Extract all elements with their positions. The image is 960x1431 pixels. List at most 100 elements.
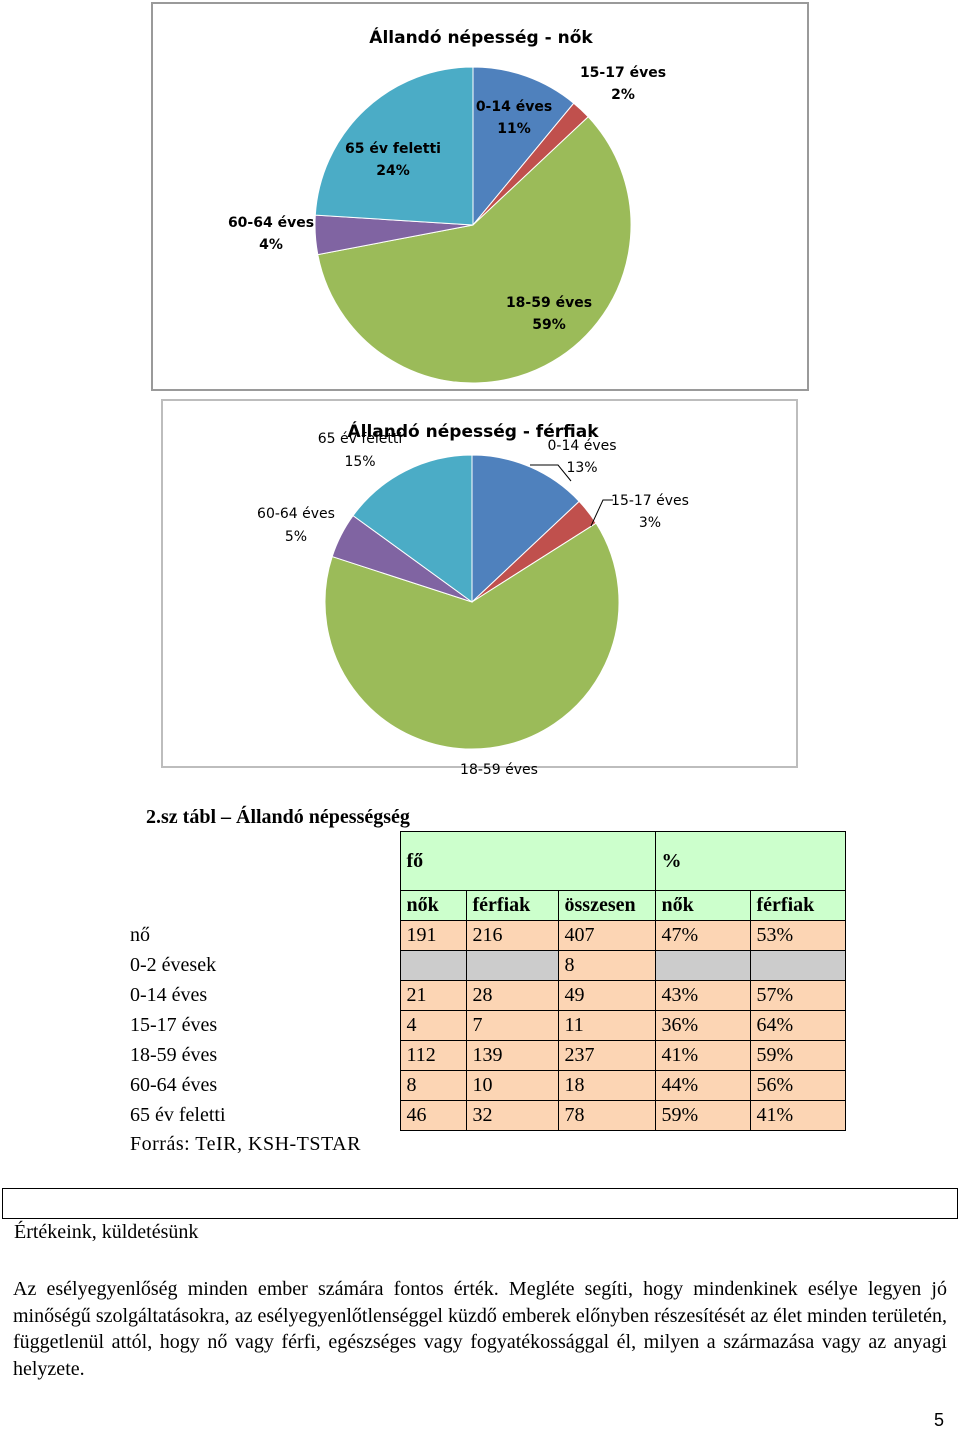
table-row: nő 191 216 407 47% 53% <box>124 920 846 951</box>
chart-men-pct-60-64: 5% <box>285 529 307 545</box>
chart-women: Állandó népesség - nők 0-14 éves 11% 15-… <box>228 26 666 384</box>
table-cell: 7 <box>465 1010 559 1041</box>
row-label: nő <box>130 924 150 946</box>
table-cell: 44% <box>654 1070 751 1101</box>
table-cell: 49 <box>557 980 656 1011</box>
table-cell: 8 <box>557 950 656 981</box>
chart-men-leader-15-17 <box>590 499 613 527</box>
table-header-row: nők férfiak összesen nők férfiak <box>124 890 846 921</box>
row-label: 15-17 éves <box>130 1014 218 1036</box>
chart-men-pct-0-14: 13% <box>566 460 597 476</box>
page-number: 5 <box>934 1410 945 1430</box>
chart-men-title: Állandó népesség - férfiak <box>348 420 600 442</box>
chart-women-slice-18-59-ves <box>317 116 632 384</box>
body-paragraph: Az esélyegyenlőség minden ember számára … <box>13 1278 947 1380</box>
header-group-fo: fő <box>399 831 656 891</box>
table-row: 65 év feletti 46 32 78 59% 41% <box>124 1100 846 1131</box>
chart-women-pct-0-14: 11% <box>497 121 531 137</box>
table-cell: 36% <box>654 1010 751 1041</box>
chart-men-pct-15-17: 3% <box>639 515 661 531</box>
table-cell: 53% <box>749 920 846 951</box>
chart-men-slice-18-59-ves <box>324 522 620 750</box>
table-cell: 139 <box>465 1040 559 1071</box>
row-label: 60-64 éves <box>130 1074 218 1096</box>
table-cell: 21 <box>399 980 467 1011</box>
chart-women-pct-15-17: 2% <box>611 87 635 103</box>
chart-men-slice-65-v-feletti <box>352 454 473 603</box>
column-header: nők <box>399 890 467 921</box>
table-cell: 64% <box>749 1010 846 1041</box>
column-header: férfiak <box>465 890 559 921</box>
row-label: 0-2 évesek <box>130 954 217 976</box>
table-cell: 191 <box>399 920 467 951</box>
row-label: 0-14 éves <box>130 984 208 1006</box>
chart-men-leader-0-14 <box>530 464 572 482</box>
chart-women-label-65: 65 év feletti <box>345 141 441 157</box>
table-cell: 59% <box>749 1040 846 1071</box>
chart-women-label-15-17: 15-17 éves <box>580 65 666 81</box>
chart-women-pct-60-64: 4% <box>259 237 283 253</box>
column-header: férfiak <box>749 890 846 921</box>
table-row: 60-64 éves 8 10 18 44% 56% <box>124 1070 846 1101</box>
table-cell: 4 <box>399 1010 467 1041</box>
chart-men-label-0-14: 0-14 éves <box>547 438 616 454</box>
table-cell: 59% <box>654 1100 751 1131</box>
table-cell: 41% <box>749 1100 846 1131</box>
chart-women-pct-65: 24% <box>376 163 410 179</box>
table-cell: 11 <box>557 1010 656 1041</box>
chart-men-slice-0-14-ves <box>471 454 580 604</box>
chart-men-label-18-59: 18-59 éves <box>460 762 538 778</box>
column-header: összesen <box>557 890 656 921</box>
table-corner-cell <box>124 832 400 891</box>
table-cell: 237 <box>557 1040 656 1071</box>
table-cell: 18 <box>557 1070 656 1101</box>
chart-women-frame: Állandó népesség - nők 0-14 éves 11% 15-… <box>151 2 809 391</box>
chart-women-slice-0-14-ves <box>472 66 575 227</box>
table-row: 18-59 éves 112 139 237 41% 59% <box>124 1040 846 1071</box>
table-cell: 10 <box>465 1070 559 1101</box>
table-cell <box>399 950 467 981</box>
chart-women-label-60-64: 60-64 éves <box>228 215 314 231</box>
table-cell: 112 <box>399 1040 467 1071</box>
header-group-percent: % <box>654 831 846 891</box>
chart-men: Állandó népesség - férfiak 0-14 éves 13%… <box>257 420 689 778</box>
chart-women-pct-18-59: 59% <box>532 317 566 333</box>
table-cell: 8 <box>399 1070 467 1101</box>
table-caption: 2.sz tábl – Állandó népességség <box>146 806 410 828</box>
table-cell <box>749 950 846 981</box>
row-label: 18-59 éves <box>130 1044 218 1066</box>
chart-women-slice-65-v-feletti <box>314 66 474 226</box>
chart-women-title: Állandó népesség - nők <box>369 26 593 48</box>
chart-men-frame: Állandó népesség - férfiak 0-14 éves 13%… <box>161 399 798 778</box>
chart-men-pct-65: 15% <box>344 454 375 470</box>
table-corner-cell <box>124 891 400 921</box>
table-cell: 32 <box>465 1100 559 1131</box>
table-header-row-groups: fő % <box>124 831 846 891</box>
table-cell <box>654 950 751 981</box>
table-cell: 216 <box>465 920 559 951</box>
table-cell <box>465 950 559 981</box>
chart-women-label-0-14: 0-14 éves <box>476 99 552 115</box>
table-cell: 47% <box>654 920 751 951</box>
chart-men-label-65: 65 év feletti <box>318 431 403 447</box>
row-label: 65 év feletti <box>130 1104 226 1126</box>
population-table: fő % nők férfiak összesen nők férfiak nő… <box>124 831 846 1131</box>
table-cell: 56% <box>749 1070 846 1101</box>
table-cell: 78 <box>557 1100 656 1131</box>
empty-bordered-box <box>2 1188 958 1219</box>
chart-men-label-60-64: 60-64 éves <box>257 506 335 522</box>
source-note: Forrás: TeIR, KSH-TSTAR <box>130 1133 361 1155</box>
table-row: 15-17 éves 4 7 11 36% 64% <box>124 1010 846 1041</box>
section-heading: Értékeink, küldetésünk <box>14 1221 199 1243</box>
chart-men-label-15-17: 15-17 éves <box>611 493 689 509</box>
chart-women-label-18-59: 18-59 éves <box>506 295 592 311</box>
table-row: 0-14 éves 21 28 49 43% 57% <box>124 980 846 1011</box>
table-cell: 57% <box>749 980 846 1011</box>
table-cell: 41% <box>654 1040 751 1071</box>
column-header: nők <box>654 890 751 921</box>
table-cell: 28 <box>465 980 559 1011</box>
table-cell: 46 <box>399 1100 467 1131</box>
table-cell: 43% <box>654 980 751 1011</box>
table-cell: 407 <box>557 920 656 951</box>
table-row: 0-2 évesek 8 <box>124 950 846 981</box>
